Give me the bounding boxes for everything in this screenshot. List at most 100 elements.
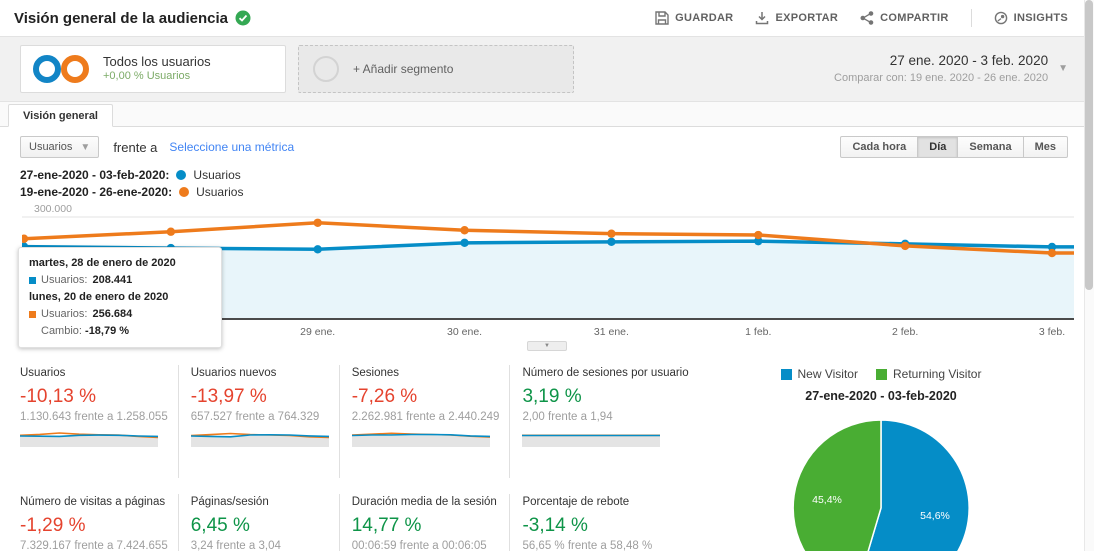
save-label: GUARDAR xyxy=(675,12,734,24)
metric-card-sesiones[interactable]: Sesiones -7,26 % 2.262.981 frente a 2.44… xyxy=(340,365,511,478)
metric-card-duracion-sesion[interactable]: Duración media de la sesión 14,77 % 00:0… xyxy=(340,493,511,551)
segment-all-users[interactable]: Todos los usuarios +0,00 % Usuarios xyxy=(20,45,286,93)
metric-card-compare: 56,65 % frente a 58,48 % xyxy=(522,539,653,551)
metric-card-title: Duración media de la sesión xyxy=(351,495,497,508)
metric-card-porcentaje-rebote[interactable]: Porcentaje de rebote -3,14 % 56,65 % fre… xyxy=(510,494,698,551)
sparkline-chart xyxy=(522,434,661,447)
metric-card-percent: 3,19 % xyxy=(522,386,582,407)
x-axis-tick-label: 3 feb. xyxy=(1038,326,1066,338)
metric-card-title: Número de visitas a páginas xyxy=(20,495,166,508)
pie-title: 27-ene-2020 - 03-feb-2020 xyxy=(805,389,957,403)
export-label: EXPORTAR xyxy=(775,12,839,24)
vertical-scrollbar-thumb[interactable] xyxy=(1085,0,1093,290)
segment-blue-ring-icon xyxy=(33,55,61,83)
granularity-week-button[interactable]: Semana xyxy=(958,136,1024,158)
tooltip-row-current: Usuarios: 208.441 xyxy=(29,272,211,289)
page-title-text: Visión general de la audiencia xyxy=(14,9,228,27)
tooltip-change-label: Cambio: xyxy=(41,325,82,338)
pie-legend: New Visitor Returning Visitor xyxy=(780,367,981,381)
metric-card-compare: 7.329.167 frente a 7.424.655 xyxy=(20,539,168,551)
vs-label: frente a xyxy=(113,139,158,155)
green-square-icon xyxy=(875,368,887,380)
date-range-picker[interactable]: 27 ene. 2020 - 3 feb. 2020 Comparar con:… xyxy=(834,52,1068,85)
add-segment-button[interactable]: + Añadir segmento xyxy=(298,45,574,93)
share-button[interactable]: COMPARTIR xyxy=(860,11,949,25)
granularity-day-button[interactable]: Día xyxy=(918,136,959,158)
tooltip-metric-label: Usuarios: xyxy=(41,274,88,287)
metric-card-percent: -13,97 % xyxy=(190,386,267,407)
insights-label: INSIGHTS xyxy=(1013,12,1068,24)
chart-expander-button[interactable]: ▼ xyxy=(527,341,567,351)
tooltip-value-compare: 256.684 xyxy=(92,308,133,321)
svg-text:45,4%: 45,4% xyxy=(812,494,842,506)
pie-legend-label: New Visitor xyxy=(797,367,858,381)
legend-range-current: 27-ene-2020 - 03-feb-2020: xyxy=(20,168,170,182)
metric-card-percent: 6,45 % xyxy=(190,514,250,536)
metric-card-sesiones-por-usuario[interactable]: Número de sesiones por usuario 3,19 % 2,… xyxy=(510,365,698,478)
x-axis-tick-label: 2 feb. xyxy=(892,326,919,338)
legend-dot-orange-icon xyxy=(179,187,190,197)
chart-tooltip: martes, 28 de enero de 2020 Usuarios: 20… xyxy=(18,247,222,349)
pie-chart[interactable]: 54,6% 45,4% xyxy=(788,413,974,551)
header-actions: GUARDAR EXPORTAR COMPARTIR INSIGHTS xyxy=(655,9,1068,27)
tab-vision-general[interactable]: Visión general xyxy=(8,104,113,127)
metric-card-paginas-sesion[interactable]: Páginas/sesión 6,45 % 3,24 frente a 3,04 xyxy=(179,493,340,551)
svg-text:54,6%: 54,6% xyxy=(920,510,950,522)
tab-bar: Visión general xyxy=(0,102,1094,127)
metric-card-visitas-paginas[interactable]: Número de visitas a páginas -1,29 % 7.32… xyxy=(20,493,179,551)
metric-card-percent: -7,26 % xyxy=(351,386,418,407)
share-icon xyxy=(860,11,874,25)
blue-square-icon xyxy=(29,277,36,285)
y-axis-gridline-label: 300.000 xyxy=(34,203,72,215)
granularity-hourly-button[interactable]: Cada hora xyxy=(840,136,919,158)
segment-band: Todos los usuarios +0,00 % Usuarios + Añ… xyxy=(0,36,1094,102)
visitor-type-pie-section: New Visitor Returning Visitor 27-ene-202… xyxy=(668,365,1094,551)
tooltip-date-current: martes, 28 de enero de 2020 xyxy=(29,257,176,269)
metric-card-percent: -10,13 % xyxy=(20,386,97,407)
chart-plot-area[interactable]: 300.000 martes, 28 de enero de 2020 Usua… xyxy=(18,203,1074,349)
tooltip-metric-label: Usuarios: xyxy=(41,308,88,321)
metric-card-percent: -1,29 % xyxy=(20,514,86,536)
chevron-down-icon: ▼ xyxy=(1058,63,1068,75)
ghost-circle-icon xyxy=(313,56,339,82)
date-primary: 27 ene. 2020 - 3 feb. 2020 xyxy=(889,53,1049,69)
segment-text: Todos los usuarios +0,00 % Usuarios xyxy=(103,54,211,84)
metric-card-compare: 657.527 frente a 764.329 xyxy=(190,411,320,423)
granularity-buttons: Cada hora Día Semana Mes xyxy=(840,136,1068,158)
x-axis-tick-label: 29 ene. xyxy=(300,326,336,338)
save-icon xyxy=(655,11,669,25)
chart-legend: 27-ene-2020 - 03-feb-2020: Usuarios 19-e… xyxy=(0,162,1094,199)
tooltip-row-compare: Usuarios: 256.684 xyxy=(29,306,211,323)
export-button[interactable]: EXPORTAR xyxy=(755,11,838,25)
metric-card-usuarios-nuevos[interactable]: Usuarios nuevos -13,97 % 657.527 frente … xyxy=(179,365,340,478)
legend-row-compare: 19-ene-2020 - 26-ene-2020: Usuarios xyxy=(20,185,1074,199)
granularity-month-button[interactable]: Mes xyxy=(1023,136,1068,158)
metric-card-title: Porcentaje de rebote xyxy=(522,495,630,508)
date-texts: 27 ene. 2020 - 3 feb. 2020 Comparar con:… xyxy=(834,52,1048,85)
sparkline-chart xyxy=(20,432,158,447)
pie-legend-new-visitor[interactable]: New Visitor xyxy=(780,367,858,381)
save-button[interactable]: GUARDAR xyxy=(655,11,733,25)
orange-square-icon xyxy=(29,311,36,319)
vertical-scrollbar-track[interactable] xyxy=(1084,0,1094,551)
bottom-section: Usuarios -10,13 % 1.130.643 frente a 1.2… xyxy=(0,351,1094,551)
metric-card-title: Usuarios nuevos xyxy=(190,367,277,379)
pie-legend-returning-visitor[interactable]: Returning Visitor xyxy=(875,367,981,381)
legend-dot-blue-icon xyxy=(176,170,187,180)
metric-select-dropdown[interactable]: Usuarios ▼ xyxy=(20,136,100,158)
page-title: Visión general de la audiencia xyxy=(14,10,251,27)
tooltip-change-value: -18,79 % xyxy=(85,325,130,338)
metric-select-value: Usuarios xyxy=(29,141,73,153)
metric-card-compare: 00:06:59 frente a 00:06:05 xyxy=(351,539,487,551)
legend-metric-compare: Usuarios xyxy=(196,185,244,199)
metric-card-usuarios[interactable]: Usuarios -10,13 % 1.130.643 frente a 1.2… xyxy=(20,365,179,478)
insights-button[interactable]: INSIGHTS xyxy=(994,11,1068,25)
select-metric-link[interactable]: Seleccione una métrica xyxy=(169,140,295,154)
export-icon xyxy=(756,12,769,25)
legend-row-current: 27-ene-2020 - 03-feb-2020: Usuarios xyxy=(20,168,1074,182)
verified-check-icon xyxy=(235,10,251,26)
segment-name: Todos los usuarios xyxy=(103,54,211,69)
metric-card-percent: 14,77 % xyxy=(351,514,422,536)
sparkline-chart xyxy=(190,432,329,447)
chevron-down-icon: ▼ xyxy=(80,141,91,153)
